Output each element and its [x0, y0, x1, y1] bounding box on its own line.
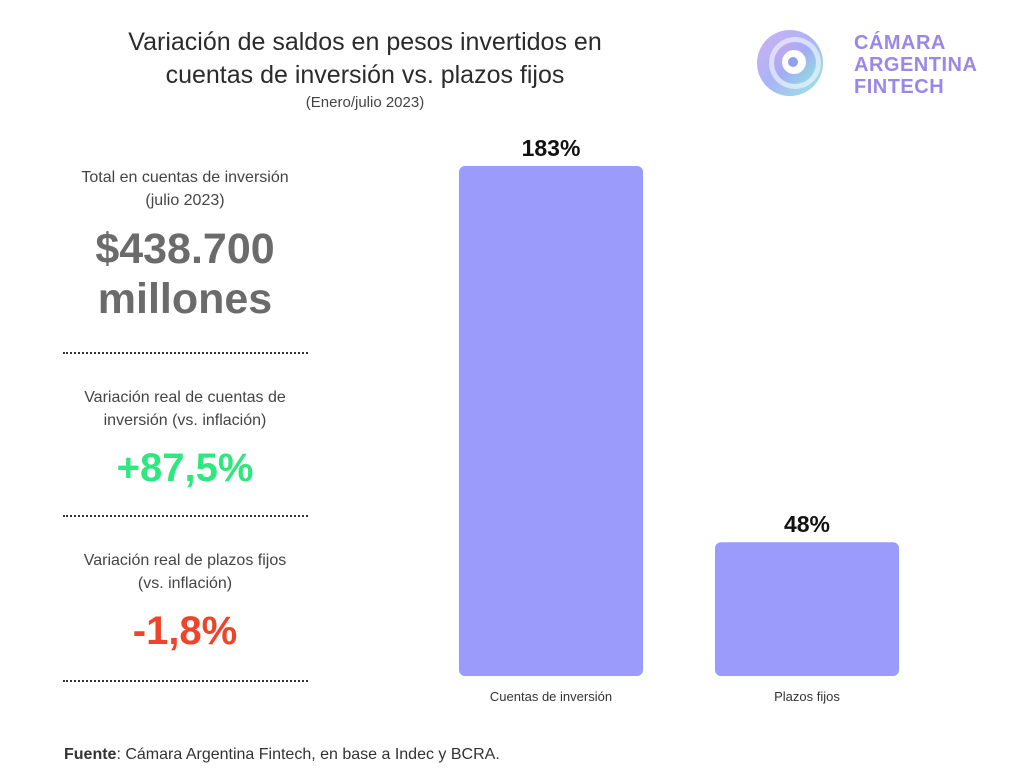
source-note: Fuente: Cámara Argentina Fintech, en bas… — [64, 746, 500, 764]
total-value-line-1: $438.700 — [95, 225, 275, 273]
category-label-0: Cuentas de inversión — [490, 689, 612, 704]
stats-panel: Total en cuentas de inversión (julio 202… — [55, 166, 315, 682]
total-label-line-1: Total en cuentas de inversión — [81, 169, 289, 186]
value-label-0: 183% — [522, 135, 581, 161]
total-value-line-2: millones — [97, 275, 273, 323]
logo-line-2: ARGENTINA — [854, 54, 978, 76]
camara-argentina-fintech-logo: CÁMARA ARGENTINA FINTECH — [750, 26, 1000, 102]
chart-subtitle: (Enero/julio 2023) — [305, 94, 425, 111]
bar-0 — [459, 166, 643, 676]
investment-label-line-2: inversión (vs. inflación) — [103, 412, 267, 429]
bar-chart: 183% Cuentas de inversión 48% Plazos fijos — [459, 135, 899, 704]
bar-1 — [715, 542, 899, 676]
total-label-line-2: (julio 2023) — [145, 192, 225, 209]
divider — [62, 515, 308, 517]
fixed-term-label-line-2: (vs. inflación) — [137, 575, 233, 592]
fixed-term-label-line-1: Variación real de plazos fijos — [83, 552, 287, 569]
chart-title-line-2: cuentas de inversión vs. plazos fijos — [165, 61, 565, 89]
fixed-term-variation-value: -1,8% — [132, 609, 238, 653]
source-label: Fuente — [64, 746, 117, 763]
source-text: : Cámara Argentina Fintech, en base a In… — [116, 746, 500, 763]
investment-variation-value: +87,5% — [116, 446, 254, 490]
total-value: $438.700 millones — [55, 224, 315, 324]
divider — [62, 680, 308, 682]
divider — [62, 352, 308, 354]
logo-line-3: FINTECH — [854, 76, 945, 98]
investment-label-line-1: Variación real de cuentas de — [84, 389, 286, 406]
chart-header: Variación de saldos en pesos invertidos … — [60, 26, 670, 111]
category-label-1: Plazos fijos — [774, 689, 840, 704]
value-label-1: 48% — [784, 511, 830, 537]
logo-line-1: CÁMARA — [854, 32, 946, 54]
logo-rings-icon — [757, 30, 823, 96]
logo-wordmark: CÁMARA ARGENTINA FINTECH — [854, 32, 1004, 98]
chart-title-line-1: Variación de saldos en pesos invertidos … — [128, 28, 602, 56]
